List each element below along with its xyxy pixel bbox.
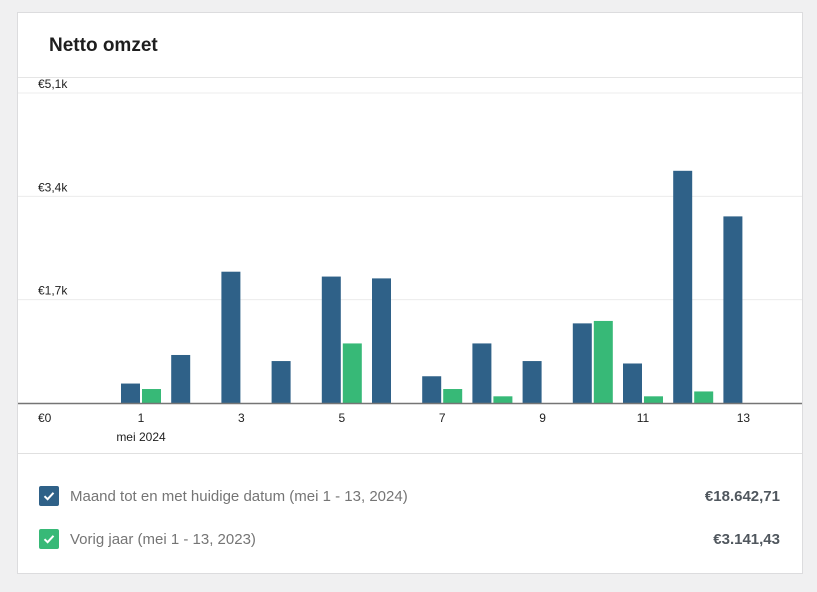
bar-current-12 [673, 170, 693, 403]
bar-current-4 [271, 361, 291, 403]
bar-current-11 [623, 363, 642, 403]
net-revenue-card: Netto omzet €0 €1,7k €3,4k €5,1k 1 3 5 7 9 11 13 me… [17, 12, 803, 574]
legend-checkbox-current[interactable] [39, 486, 59, 506]
y-tick-label: €0 [38, 411, 52, 425]
bar-previous-year-10 [593, 320, 613, 403]
legend-value-previous-year: €3.141,43 [713, 530, 780, 548]
bar-previous-year-12 [694, 391, 714, 403]
bar-previous-year-7 [443, 389, 463, 403]
x-tick-label: 7 [439, 411, 446, 425]
bar-previous-year-11 [644, 396, 663, 403]
x-tick-label: 13 [737, 411, 751, 425]
bar-previous-year-8 [493, 396, 513, 403]
x-tick-label: 9 [539, 411, 546, 425]
bar-previous-year-5 [342, 343, 362, 403]
bar-chart: €0 €1,7k €3,4k €5,1k 1 3 5 7 9 11 13 mei 2024 [18, 78, 802, 453]
y-tick-label: €5,1k [38, 78, 68, 91]
check-icon [43, 535, 55, 544]
bar-current-9 [522, 361, 542, 403]
bar-current-13 [723, 216, 743, 403]
check-icon [43, 492, 55, 501]
legend-label-previous-year: Vorig jaar (mei 1 - 13, 2023) [70, 530, 256, 548]
card-title: Netto omzet [49, 35, 158, 56]
legend-label-current: Maand tot en met huidige datum (mei 1 - … [70, 487, 408, 505]
bar-current-5 [321, 276, 341, 403]
y-tick-label: €3,4k [38, 180, 68, 194]
bar-current-3 [221, 271, 241, 403]
legend-checkbox-previous-year[interactable] [39, 529, 59, 549]
legend-value-current: €18.642,71 [704, 487, 780, 505]
card-header: Netto omzet [18, 13, 802, 78]
legend-item-previous-year[interactable]: Vorig jaar (mei 1 - 13, 2023) €3.141,43 [39, 527, 780, 551]
chart-legend: Maand tot en met huidige datum (mei 1 - … [18, 453, 802, 573]
bar-previous-year-1 [142, 389, 161, 403]
bar-current-10 [572, 323, 592, 403]
x-tick-label: 11 [637, 411, 650, 425]
x-tick-sublabel: mei 2024 [116, 430, 166, 444]
x-tick-label: 3 [238, 411, 245, 425]
bar-current-8 [472, 343, 492, 403]
bar-current-1 [121, 383, 140, 403]
legend-item-current[interactable]: Maand tot en met huidige datum (mei 1 - … [39, 484, 780, 508]
bar-current-2 [171, 354, 191, 403]
x-tick-label: 5 [338, 411, 345, 425]
x-tick-label: 1 [138, 411, 145, 425]
bar-current-7 [422, 376, 442, 403]
bar-current-6 [372, 278, 391, 403]
y-tick-label: €1,7k [38, 284, 68, 298]
